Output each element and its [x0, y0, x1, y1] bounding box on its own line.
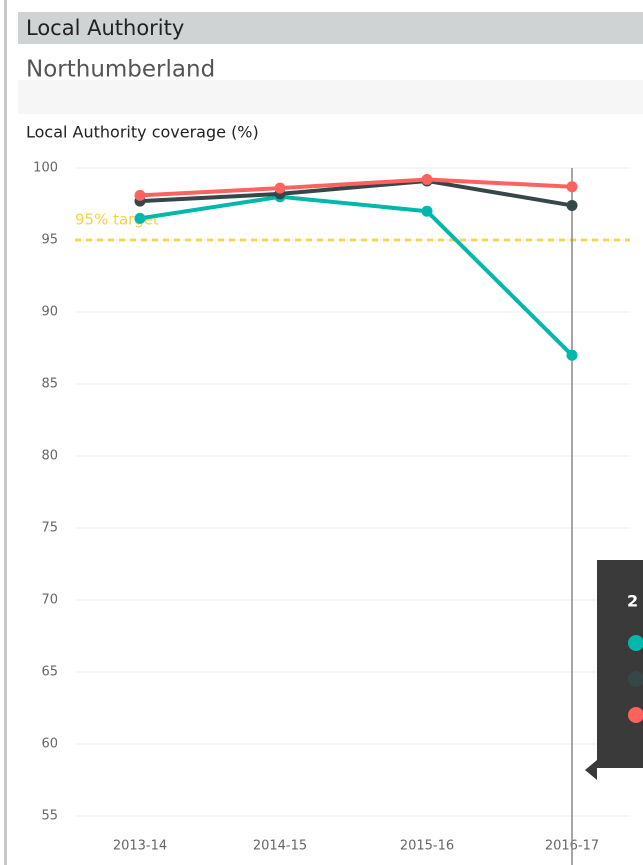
point — [421, 205, 433, 217]
chart-title: Local Authority coverage (%) — [26, 123, 259, 142]
y-tick-label: 60 — [41, 737, 58, 752]
series-line — [139, 178, 573, 208]
tooltip — [597, 560, 643, 768]
point — [566, 349, 578, 361]
tooltip-swatch — [628, 707, 643, 723]
series-line — [139, 194, 574, 357]
y-tick-label: 70 — [41, 593, 58, 608]
left-border — [4, 0, 7, 865]
y-tick-label: 80 — [41, 449, 58, 464]
point — [566, 181, 578, 193]
header-title: Local Authority — [26, 16, 184, 40]
y-tick-label: 55 — [41, 809, 58, 824]
y-tick-label: 75 — [41, 521, 58, 536]
slicer-band — [18, 80, 643, 114]
y-tick-label: 85 — [41, 377, 58, 392]
point — [134, 189, 146, 201]
y-tick-label: 95 — [41, 233, 58, 248]
point — [421, 174, 433, 186]
x-tick-label: 2014-15 — [253, 839, 307, 854]
point — [134, 212, 146, 224]
header-value: Northumberland — [26, 57, 215, 83]
header-bar — [18, 12, 643, 44]
y-tick-label: 100 — [33, 161, 58, 176]
y-tick-label: 65 — [41, 665, 58, 680]
y-tick-label: 90 — [41, 305, 58, 320]
point — [566, 199, 578, 211]
tooltip-swatch — [628, 635, 643, 651]
target-label: 95% target — [75, 211, 159, 229]
tooltip-arrow — [585, 760, 597, 780]
tooltip-title: 2 — [627, 592, 638, 611]
point — [274, 182, 286, 194]
x-tick-label: 2015-16 — [400, 839, 454, 854]
series-line — [139, 177, 573, 198]
x-tick-label: 2013-14 — [113, 839, 167, 854]
tooltip-swatch — [628, 671, 643, 687]
